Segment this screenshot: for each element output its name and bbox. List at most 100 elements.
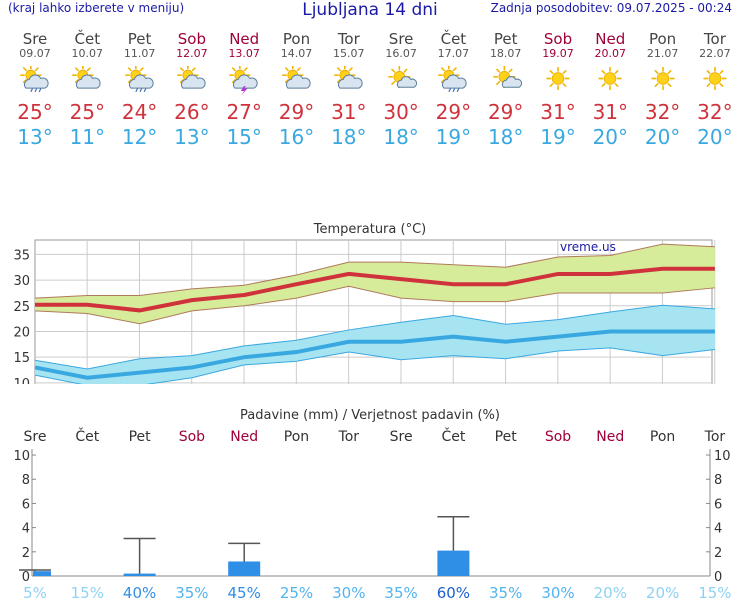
y-tick-label-left: 6 — [22, 497, 30, 512]
day-date: 17.07 — [437, 47, 470, 60]
day-column: Tor 15.07 31° 18° — [323, 30, 375, 150]
sun-cloud-icon — [281, 66, 311, 89]
y-tick-label-right: 2 — [714, 546, 722, 561]
sun-small-cloud-icon — [388, 66, 418, 89]
day-name: Tor — [337, 30, 360, 48]
precip-probability: 45% — [228, 584, 261, 600]
y-tick-label-left: 0 — [22, 570, 30, 585]
sun-cloud-icon — [176, 66, 206, 89]
location-hint[interactable]: (kraj lahko izberete v meniju) — [8, 1, 185, 15]
x-tick-label: Ned — [230, 429, 258, 445]
x-tick-label: Pon — [284, 429, 309, 445]
x-tick-label: Sob — [545, 429, 571, 445]
day-name: Pet — [127, 30, 152, 48]
day-column: Tor 22.07 32° 20° — [689, 30, 740, 150]
precip-bar — [437, 550, 470, 576]
day-date: 22.07 — [699, 47, 731, 60]
temp-min: 13° — [17, 125, 53, 149]
temp-min: 12° — [121, 125, 158, 149]
range-upper — [34, 243, 715, 299]
max-temp-line — [35, 266, 715, 313]
day-column: Sob 12.07 26° 13° — [166, 30, 218, 150]
day-name: Tor — [703, 30, 726, 48]
temperature-chart: Temperatura (°C) 10 15 20 25 30 35 vreme.us — [13, 222, 716, 384]
header: (kraj lahko izberete v meniju) Ljubljana… — [0, 0, 740, 22]
x-tick-label: Čet — [441, 427, 465, 445]
sun-cloud-rain-icon — [124, 66, 154, 93]
day-column: Čet 10.07 25° 11° — [61, 30, 113, 150]
temp-min: 16° — [278, 125, 315, 149]
y-tick-label-left: 2 — [22, 546, 30, 561]
day-name: Sre — [22, 30, 48, 48]
y-tick-label-right: 10 — [714, 449, 731, 464]
day-name: Sob — [543, 30, 573, 48]
temp-min: 18° — [487, 125, 524, 149]
day-name: Pet — [493, 30, 518, 48]
y-tick-label-right: 6 — [714, 497, 722, 512]
sun-cloud-icon — [333, 66, 363, 89]
temp-min: 19° — [540, 125, 576, 149]
temp-min: 15° — [226, 125, 262, 149]
day-name: Pon — [648, 30, 677, 48]
temp-max: 29° — [278, 100, 315, 124]
page-title: Ljubljana 14 dni — [302, 0, 438, 20]
day-name: Čet — [74, 30, 101, 48]
y-tick-label-left: 4 — [22, 522, 30, 537]
precip-probability: 30% — [541, 584, 574, 600]
day-column: Pet 11.07 24° 12° — [114, 30, 166, 150]
range-lower — [34, 285, 715, 325]
day-column: Pet 18.07 29° 18° — [480, 30, 532, 150]
x-tick-label: Čet — [75, 427, 99, 445]
x-tick-label: Sob — [179, 429, 205, 445]
precipitation-chart: Padavine (mm) / Verjetnost padavin (%) Sr… — [13, 408, 731, 600]
y-tick-label: 30 — [13, 274, 30, 289]
y-tick-label: 15 — [13, 351, 30, 366]
day-date: 14.07 — [280, 47, 313, 60]
day-date: 13.07 — [228, 47, 260, 60]
temp-min: 20° — [592, 125, 629, 149]
day-name: Sob — [177, 30, 206, 48]
day-name: Sre — [388, 30, 414, 48]
temp-max: 25° — [17, 100, 53, 124]
day-date: 15.07 — [333, 47, 365, 60]
temp-max: 31° — [540, 100, 576, 124]
sun-icon — [546, 66, 570, 91]
temp-max: 29° — [435, 100, 472, 124]
range-band — [35, 244, 715, 324]
sun-icon — [650, 66, 675, 91]
range-upper — [34, 304, 715, 370]
y-tick-label: 25 — [13, 300, 30, 315]
temp-min: 19° — [435, 125, 472, 149]
sun-cloud-icon — [72, 66, 101, 89]
y-tick-label-left: 10 — [13, 449, 30, 464]
range-lower — [34, 347, 715, 384]
temp-max: 27° — [226, 100, 262, 124]
sun-cloud-rain-icon — [438, 66, 468, 93]
temp-max: 32° — [697, 100, 733, 124]
temp-min: 13° — [174, 125, 210, 149]
y-tick-label-right: 0 — [714, 570, 722, 585]
chart-title: Padavine (mm) / Verjetnost padavin (%) — [240, 408, 500, 423]
precip-probability: 30% — [332, 584, 365, 600]
temp-max: 24° — [121, 100, 158, 124]
y-tick-label: 10 — [13, 377, 30, 384]
day-column: Ned 13.07 27° 15° — [218, 30, 270, 150]
precip-probability: 40% — [123, 584, 156, 600]
y-tick-label: 20 — [13, 325, 30, 340]
x-tick-label: Ned — [596, 429, 624, 445]
day-name: Ned — [595, 30, 626, 48]
day-date: 18.07 — [489, 47, 522, 60]
temp-min: 20° — [697, 125, 733, 149]
precip-bar — [123, 573, 156, 576]
sun-cloud-rain-icon — [20, 66, 49, 93]
day-name: Pon — [282, 30, 311, 48]
precip-probability: 35% — [384, 584, 417, 600]
y-tick-label-right: 8 — [714, 473, 722, 488]
last-update: Zadnja posodobitev: 09.07.2025 - 00:24 — [490, 1, 732, 15]
day-column: Sre 16.07 30° 18° — [375, 30, 427, 150]
day-date: 16.07 — [385, 47, 417, 60]
temp-max: 31° — [592, 100, 629, 124]
temp-min: 18° — [331, 125, 367, 149]
x-tick-label: Tor — [338, 429, 360, 445]
sun-icon — [598, 66, 622, 91]
